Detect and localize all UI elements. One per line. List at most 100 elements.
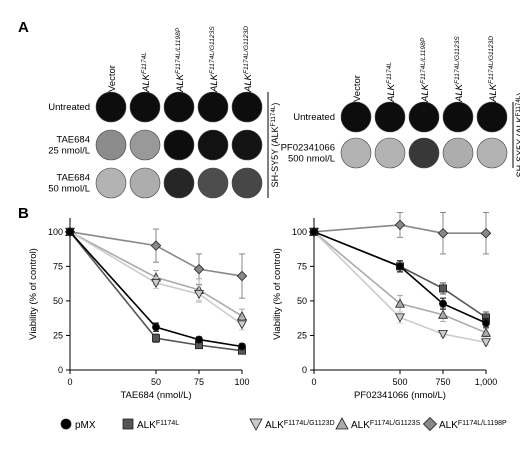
column-header: ALKF1174L bbox=[141, 52, 153, 93]
blot-well bbox=[163, 129, 195, 161]
blot-well bbox=[197, 129, 229, 161]
y-axis-label: Viability (% of control) bbox=[272, 248, 283, 340]
series-line bbox=[313, 224, 486, 234]
data-point bbox=[309, 227, 318, 236]
y-tick-label: 0 bbox=[302, 365, 307, 375]
data-point bbox=[438, 330, 448, 340]
blot-right: Vector ALKF1174L ALKF1174L/L1198P ALKF1174L… bbox=[281, 36, 520, 178]
blot-well bbox=[476, 137, 508, 169]
blot-well bbox=[231, 129, 263, 161]
data-point bbox=[437, 227, 449, 239]
y-axis-label: Viability (% of control) bbox=[28, 248, 39, 340]
y-tick-label: 0 bbox=[58, 365, 63, 375]
data-point bbox=[395, 298, 405, 308]
data-point bbox=[66, 227, 75, 236]
x-tick-label: 0 bbox=[67, 377, 72, 387]
panel-a-letter: A bbox=[18, 19, 29, 36]
blot-well bbox=[129, 91, 161, 123]
column-header: ALKF1174L/L1198P bbox=[175, 27, 187, 93]
x-tick-label: 100 bbox=[234, 377, 249, 387]
legend-label: ALKF1174L bbox=[137, 420, 179, 432]
blot-well bbox=[163, 167, 195, 199]
blot-well bbox=[197, 91, 229, 123]
blot-left: Vector ALKF1174L ALKF1174L/L1198P ALKF1174L… bbox=[48, 26, 281, 199]
data-point bbox=[249, 418, 263, 431]
chart-left: 0 25 50 75 100 0 50 75 100 TAE684 (nmol/L) Viabili… bbox=[28, 218, 250, 401]
data-point bbox=[194, 289, 204, 300]
series-line bbox=[69, 231, 243, 352]
x-tick-label: 500 bbox=[392, 377, 407, 387]
y-tick-label: 50 bbox=[297, 296, 307, 306]
data-point bbox=[237, 342, 246, 351]
blot-well bbox=[476, 101, 508, 133]
blot-well bbox=[95, 129, 127, 161]
row-label: 25 nmol/L bbox=[48, 146, 90, 157]
x-tick-label: 0 bbox=[311, 377, 316, 387]
blot-well bbox=[442, 137, 474, 169]
data-point bbox=[481, 338, 491, 348]
row-label: Untreated bbox=[48, 102, 90, 113]
column-header: Vector bbox=[107, 65, 118, 92]
data-point bbox=[481, 327, 491, 337]
series-line bbox=[69, 231, 243, 317]
y-tick-label: 75 bbox=[297, 261, 307, 271]
blot-well bbox=[129, 129, 161, 161]
blot-well bbox=[408, 101, 440, 133]
cell-line-label: SH-SY5Y (ALKF1174L) bbox=[515, 93, 520, 178]
y-tick-label: 100 bbox=[292, 227, 307, 237]
data-point bbox=[438, 299, 447, 308]
legend-label: ALKF1174L/G1123D bbox=[265, 420, 335, 432]
row-label: TAE684 bbox=[56, 173, 90, 184]
row-label: Untreated bbox=[293, 112, 335, 123]
y-tick-label: 25 bbox=[53, 330, 63, 340]
legend: pMX ALKF1174L ALKF1174L/G1123D ALKF1174L/G1… bbox=[60, 416, 507, 432]
column-header: ALKF1174L bbox=[386, 62, 398, 103]
blot-well bbox=[374, 101, 406, 133]
series-line bbox=[313, 231, 487, 334]
x-tick-label: 50 bbox=[151, 377, 161, 387]
x-tick-label: 75 bbox=[194, 377, 204, 387]
column-header: ALKF1174L/G1123D bbox=[488, 36, 500, 103]
data-point bbox=[150, 240, 162, 251]
panel-b-letter: B bbox=[18, 205, 29, 222]
series-line bbox=[69, 231, 243, 326]
data-point bbox=[395, 262, 404, 271]
column-header: ALKF1174L/L1198P bbox=[420, 37, 432, 103]
row-label: 50 nmol/L bbox=[48, 184, 90, 195]
series-line bbox=[313, 231, 487, 344]
data-point bbox=[236, 270, 248, 282]
blot-well bbox=[408, 137, 440, 169]
data-point bbox=[151, 278, 161, 289]
blot-well bbox=[231, 167, 263, 199]
series-line bbox=[69, 231, 243, 277]
series-line bbox=[313, 231, 487, 324]
data-point bbox=[422, 416, 438, 432]
data-point bbox=[237, 320, 247, 330]
cell-line-label: SH-SY5Y (ALKF1174L) bbox=[270, 103, 281, 188]
blot-well bbox=[95, 91, 127, 123]
data-point bbox=[335, 417, 349, 430]
y-tick-label: 25 bbox=[297, 330, 307, 340]
column-header: ALKF1174L/G1123D bbox=[243, 26, 255, 93]
row-label: PF02341066 bbox=[281, 143, 335, 154]
y-tick-label: 100 bbox=[48, 227, 63, 237]
blot-well bbox=[95, 167, 127, 199]
column-header: ALKF1174L/G1123S bbox=[209, 26, 221, 93]
data-point bbox=[438, 309, 448, 319]
legend-label: ALKF1174L/G1123S bbox=[351, 420, 421, 432]
legend-label: ALKF1174L/L1198P bbox=[439, 420, 507, 432]
y-tick-label: 75 bbox=[53, 261, 63, 271]
chart-right: 0 25 50 75 100 0 500 750 1,000 PF02341066 (nmol/L… bbox=[272, 211, 498, 401]
legend-label: pMX bbox=[75, 420, 96, 431]
data-point bbox=[194, 335, 203, 344]
blot-well bbox=[442, 101, 474, 133]
column-header: ALKF1174L/G1123S bbox=[454, 36, 466, 103]
x-tick-label: 1,000 bbox=[475, 377, 498, 387]
row-label: 500 nmol/L bbox=[288, 154, 335, 165]
data-point bbox=[438, 284, 447, 293]
data-point bbox=[394, 219, 406, 231]
blot-well bbox=[129, 167, 161, 199]
x-axis-label: TAE684 (nmol/L) bbox=[120, 390, 191, 401]
x-tick-label: 750 bbox=[435, 377, 450, 387]
data-point bbox=[122, 418, 134, 430]
